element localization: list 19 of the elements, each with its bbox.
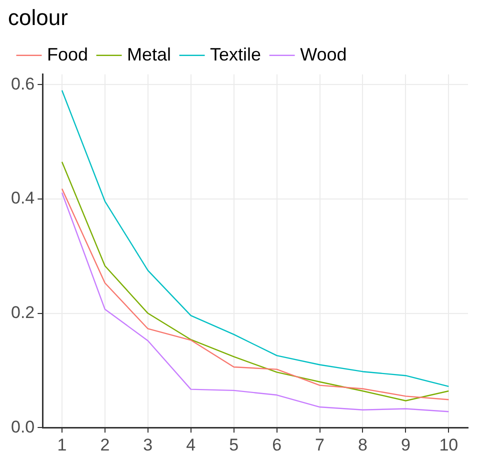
y-tick-label: 0.0 — [10, 417, 35, 436]
legend-label: Textile — [210, 44, 262, 64]
x-tick-label: 4 — [186, 435, 196, 454]
y-tick-label: 0.2 — [10, 302, 35, 322]
y-tick-label: 0.4 — [10, 188, 35, 208]
x-tick-label: 1 — [57, 435, 67, 454]
x-tick-label: 3 — [143, 435, 153, 454]
x-tick-label: 10 — [439, 435, 458, 454]
x-tick-label: 5 — [229, 435, 239, 454]
legend-label: Wood — [300, 44, 347, 64]
y-tick-label: 0.6 — [10, 74, 35, 94]
legend-title: colour — [8, 5, 68, 30]
x-tick-label: 8 — [358, 435, 368, 454]
legend-label: Metal — [127, 44, 172, 64]
x-tick-label: 9 — [400, 435, 410, 454]
x-tick-label: 6 — [272, 435, 282, 454]
x-tick-label: 2 — [100, 435, 110, 454]
x-tick-label: 7 — [315, 435, 324, 454]
legend-label: Food — [47, 44, 88, 64]
